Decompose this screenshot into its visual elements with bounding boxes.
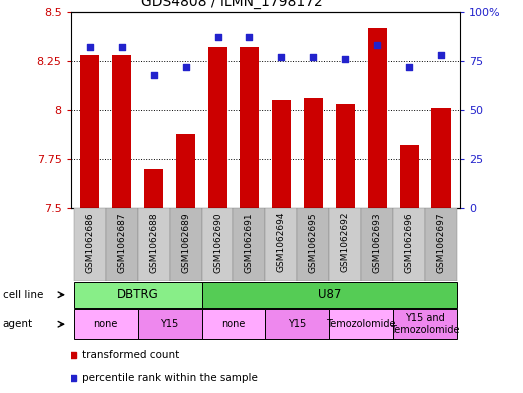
- Bar: [329, 309, 393, 339]
- Bar: [201, 281, 457, 308]
- Point: [341, 56, 349, 62]
- Point: [213, 34, 222, 40]
- Text: U87: U87: [317, 288, 341, 301]
- Bar: [425, 208, 457, 281]
- Point: [309, 54, 317, 60]
- Bar: [74, 208, 106, 281]
- Bar: [304, 98, 323, 208]
- Bar: [144, 169, 163, 208]
- Bar: [336, 104, 355, 208]
- Bar: [80, 55, 99, 208]
- Bar: [112, 55, 131, 208]
- Bar: [266, 208, 298, 281]
- Point: [86, 44, 94, 50]
- Text: GSM1062691: GSM1062691: [245, 212, 254, 273]
- Text: none: none: [94, 319, 118, 329]
- Point: [277, 54, 286, 60]
- Text: Temozolomide: Temozolomide: [326, 319, 396, 329]
- Text: GSM1062695: GSM1062695: [309, 212, 318, 273]
- Bar: [431, 108, 451, 208]
- Bar: [329, 208, 361, 281]
- Bar: [393, 309, 457, 339]
- Bar: [138, 208, 169, 281]
- Bar: [208, 47, 227, 208]
- Text: GSM1062687: GSM1062687: [117, 212, 126, 273]
- Bar: [106, 208, 138, 281]
- Point: [150, 72, 158, 78]
- Point: [245, 34, 254, 40]
- Text: Y15 and
Temozolomide: Y15 and Temozolomide: [390, 314, 460, 335]
- Text: GSM1062693: GSM1062693: [373, 212, 382, 273]
- Bar: [176, 134, 195, 208]
- Point: [373, 42, 381, 48]
- Text: transformed count: transformed count: [82, 350, 179, 360]
- Bar: [361, 208, 393, 281]
- Bar: [169, 208, 201, 281]
- Text: GSM1062690: GSM1062690: [213, 212, 222, 273]
- Text: GSM1062686: GSM1062686: [85, 212, 94, 273]
- Bar: [298, 208, 329, 281]
- Bar: [74, 281, 201, 308]
- Text: GDS4808 / ILMN_1798172: GDS4808 / ILMN_1798172: [141, 0, 323, 9]
- Text: Y15: Y15: [161, 319, 179, 329]
- Text: GSM1062697: GSM1062697: [437, 212, 446, 273]
- Text: agent: agent: [3, 319, 33, 329]
- Text: cell line: cell line: [3, 290, 43, 300]
- Bar: [400, 145, 419, 208]
- Point: [181, 64, 190, 70]
- Bar: [266, 309, 329, 339]
- Point: [118, 44, 126, 50]
- Bar: [272, 100, 291, 208]
- Bar: [138, 309, 201, 339]
- Text: none: none: [221, 319, 246, 329]
- Bar: [393, 208, 425, 281]
- Text: GSM1062688: GSM1062688: [149, 212, 158, 273]
- Bar: [201, 309, 266, 339]
- Bar: [368, 28, 387, 208]
- Text: GSM1062692: GSM1062692: [341, 212, 350, 272]
- Text: DBTRG: DBTRG: [117, 288, 158, 301]
- Bar: [201, 208, 233, 281]
- Bar: [74, 309, 138, 339]
- Text: Y15: Y15: [288, 319, 306, 329]
- Text: GSM1062689: GSM1062689: [181, 212, 190, 273]
- Text: GSM1062694: GSM1062694: [277, 212, 286, 272]
- Point: [437, 52, 445, 58]
- Text: GSM1062696: GSM1062696: [405, 212, 414, 273]
- Point: [405, 64, 413, 70]
- Text: percentile rank within the sample: percentile rank within the sample: [82, 373, 258, 383]
- Bar: [233, 208, 266, 281]
- Bar: [240, 47, 259, 208]
